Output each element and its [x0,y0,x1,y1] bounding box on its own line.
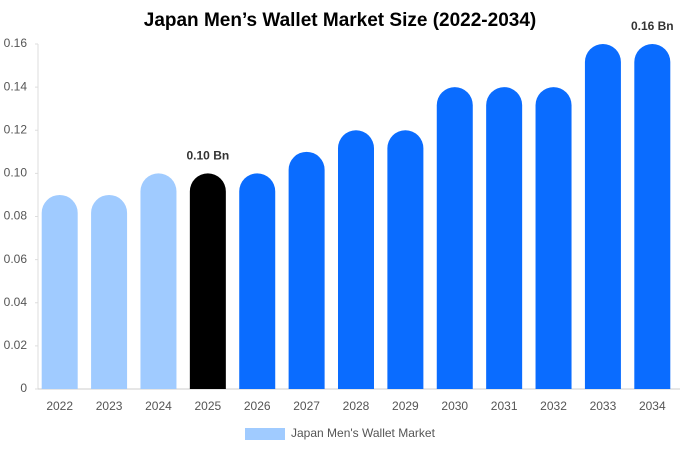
y-tick-label: 0.16 [4,36,28,50]
bar [140,173,177,389]
y-tick-label: 0.08 [4,209,28,223]
bar [189,173,226,389]
bar [584,44,621,389]
bar [91,194,128,389]
x-tick-label: 2031 [491,399,518,413]
legend-swatch [245,428,285,440]
y-tick-label: 0.14 [4,79,28,93]
y-tick-label: 0.12 [4,122,28,136]
x-tick-label: 2022 [46,399,73,413]
chart-title: Japan Men’s Wallet Market Size (2022-203… [144,10,536,31]
x-tick-label: 2027 [293,399,320,413]
bar [486,87,523,389]
legend-label: Japan Men's Wallet Market [291,426,436,440]
bar [288,151,325,389]
bar [387,130,424,390]
y-tick-label: 0 [20,381,27,395]
bar [239,173,276,389]
y-tick-label: 0.04 [4,295,28,309]
bar [535,87,572,389]
data-label: 0.16 Bn [631,19,674,33]
bar [338,130,374,390]
x-tick-label: 2023 [96,399,123,413]
y-tick-label: 0.10 [4,166,28,180]
x-tick-label: 2034 [639,399,666,413]
bar [436,87,473,389]
x-tick-label: 2029 [392,399,419,413]
x-tick-label: 2025 [194,399,221,413]
x-tick-label: 2026 [244,399,271,413]
x-tick-label: 2028 [343,399,370,413]
x-tick-label: 2030 [441,399,468,413]
bar [634,44,671,389]
y-tick-label: 0.06 [4,252,28,266]
x-tick-label: 2032 [540,399,567,413]
x-tick-label: 2024 [145,399,172,413]
y-tick-label: 0.02 [4,338,28,352]
bar [41,194,78,389]
x-tick-label: 2033 [590,399,617,413]
data-label: 0.10 Bn [187,149,230,163]
